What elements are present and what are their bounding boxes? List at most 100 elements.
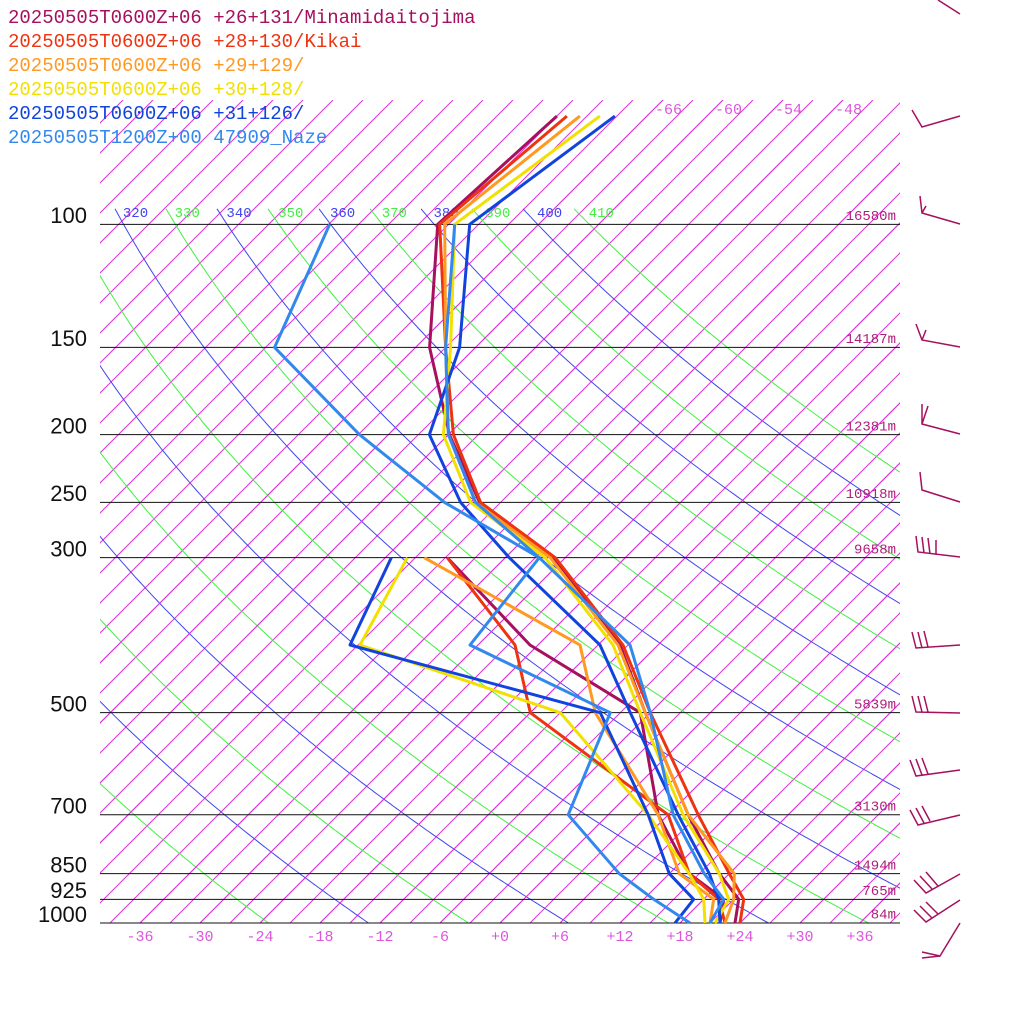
background-lines — [100, 100, 1024, 923]
x-tick-label: +30 — [786, 929, 813, 946]
isotherm — [100, 100, 334, 334]
y-tick-label: 850 — [50, 852, 87, 877]
isotherm — [100, 100, 244, 244]
wind-barb — [913, 899, 961, 923]
height-label: 10918m — [846, 487, 896, 503]
isotherm — [439, 462, 900, 923]
isotherm — [100, 100, 814, 814]
axes: 310 320 330 340 350 360 370 380 390 400 410-66 -60-… — [38, 102, 900, 946]
wind-barb — [909, 805, 961, 826]
temperature-line — [427, 114, 722, 924]
isotherm — [559, 582, 900, 923]
legend-entry: 20250505T1200Z+00 47909_Naze — [8, 127, 327, 149]
isotherm — [769, 792, 900, 923]
x-tick-label: +0 — [491, 929, 509, 946]
legend-entry: 20250505T0600Z+06 +29+129/ — [8, 55, 304, 77]
isotherm — [499, 522, 900, 923]
height-label: 5839m — [854, 697, 896, 713]
isotherm — [379, 402, 900, 923]
wind-barb — [911, 109, 961, 128]
dry-adiabat — [100, 364, 769, 923]
y-tick-label: 300 — [50, 536, 87, 561]
dewpoint-line — [348, 557, 696, 924]
isotherm — [229, 252, 900, 923]
isotherm — [349, 372, 900, 923]
theta-label: 390 — [485, 206, 510, 222]
height-label: 3130m — [854, 799, 896, 815]
isotherm — [920, 100, 1024, 923]
theta-label: 370 — [382, 206, 407, 222]
wind-barb — [915, 323, 961, 348]
dewpoint-line — [273, 223, 691, 925]
isotherm — [109, 132, 900, 923]
isotherm — [100, 100, 694, 694]
dry-adiabat — [165, 208, 900, 839]
legend-entry: 20250505T0600Z+06 +26+131/Minamidaitojim… — [8, 7, 475, 29]
y-tick-label: 250 — [50, 481, 87, 506]
isotherm — [100, 100, 514, 514]
dry-adiabat — [267, 208, 900, 743]
wind-barb — [909, 757, 961, 777]
wind-barb — [921, 922, 961, 959]
theta-label: 350 — [278, 206, 303, 222]
isotherm-label: -66 — [655, 102, 682, 119]
x-tick-label: +24 — [726, 929, 753, 946]
dry-adiabat — [522, 208, 900, 516]
wind-barb — [915, 535, 961, 558]
isotherm — [100, 100, 304, 304]
wind-barb — [921, 404, 961, 435]
wind-barb — [919, 471, 961, 503]
dewpoint-line — [423, 556, 716, 924]
dry-adiabat — [420, 208, 900, 605]
dry-adiabat — [100, 274, 869, 923]
isotherm — [100, 100, 484, 484]
x-tick-label: +6 — [551, 929, 569, 946]
y-tick-label: 925 — [50, 878, 87, 903]
isotherm — [100, 100, 274, 274]
legend-entry: 20250505T0600Z+06 +28+130/Kikai — [8, 31, 361, 53]
y-tick-label: 150 — [50, 326, 87, 351]
height-label: 1494m — [854, 858, 896, 874]
theta-label: 410 — [589, 206, 614, 222]
wind-barb — [919, 195, 961, 225]
isotherm — [100, 100, 544, 544]
isotherm — [289, 312, 900, 923]
dry-adiabat — [216, 208, 900, 791]
profiles — [273, 114, 746, 925]
legend: 20250505T0600Z+06 +26+131/Minamidaitojim… — [8, 7, 475, 149]
x-tick-label: -6 — [431, 929, 449, 946]
theta-label: 360 — [330, 206, 355, 222]
theta-label: 340 — [226, 206, 251, 222]
isotherm — [319, 342, 900, 923]
x-tick-label: -12 — [366, 929, 393, 946]
height-label: 9658m — [854, 542, 896, 558]
isotherm — [589, 612, 900, 923]
isotherm — [529, 552, 900, 923]
isotherm — [619, 642, 900, 923]
y-tick-label: 100 — [50, 203, 87, 228]
temperature-line — [444, 224, 726, 924]
isotherm-label: -48 — [835, 102, 862, 119]
x-tick-label: +36 — [846, 929, 873, 946]
dry-adiabat — [369, 208, 900, 650]
wind-barb — [937, 0, 961, 15]
isotherm — [100, 100, 634, 634]
y-tick-label: 700 — [50, 794, 87, 819]
height-label: 16580m — [846, 209, 896, 225]
temperature-line — [441, 114, 731, 924]
isotherm — [100, 100, 754, 754]
x-tick-label: -24 — [246, 929, 273, 946]
isotherm — [169, 192, 900, 923]
isotherm — [100, 100, 184, 184]
legend-entry: 20250505T0600Z+06 +30+128/ — [8, 79, 304, 101]
wind-barb — [911, 630, 961, 649]
height-label: 765m — [862, 884, 896, 900]
isotherm — [709, 732, 900, 923]
isotherm — [950, 100, 1024, 923]
isotherm — [1010, 100, 1024, 923]
wind-barb — [913, 871, 961, 894]
isotherm-label: -54 — [775, 102, 802, 119]
isotherm — [139, 162, 900, 923]
